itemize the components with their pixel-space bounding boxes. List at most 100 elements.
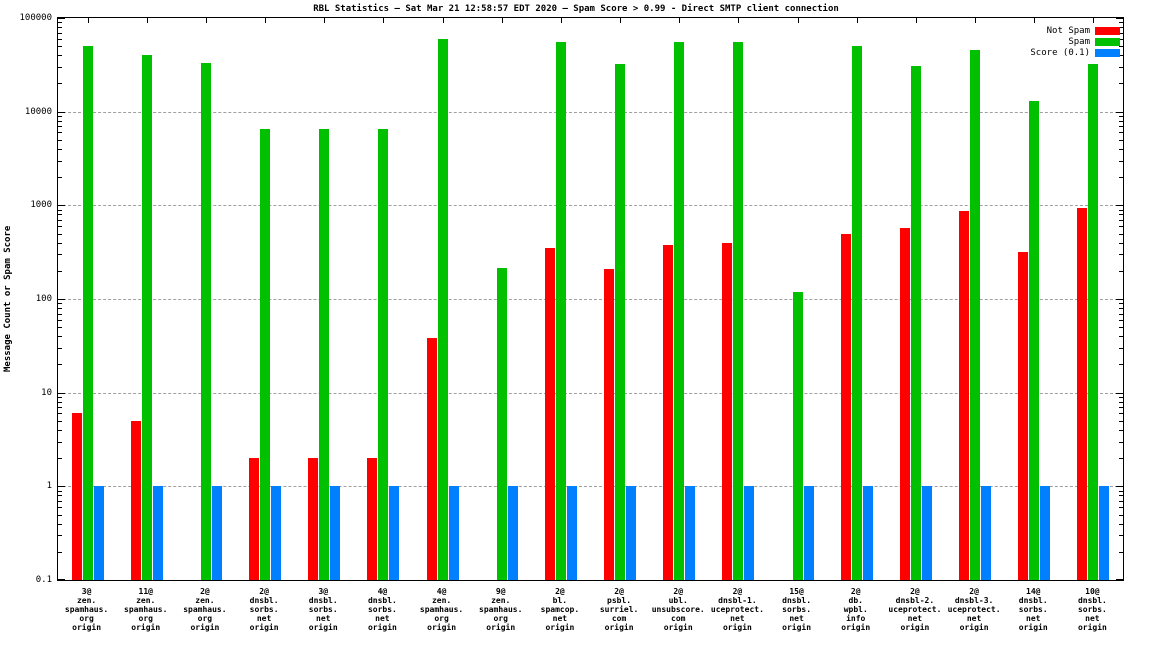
y-axis-tick: [1119, 420, 1123, 422]
x-category-label: 10@ dnsbl. sorbs. net origin: [1077, 587, 1107, 632]
y-axis-tick: [58, 523, 62, 525]
y-axis-tick: [58, 336, 62, 338]
x-axis-tick: [501, 18, 503, 23]
bar-spam: [792, 291, 803, 580]
y-axis-tick: [1119, 401, 1123, 403]
y-axis-tick: [58, 303, 62, 305]
y-axis-tick: [1119, 327, 1123, 329]
y-axis-tick: [1119, 126, 1123, 128]
y-axis-tick: [58, 115, 62, 117]
y-axis-tick: [1119, 458, 1123, 460]
bar-not-spam: [544, 248, 555, 580]
bar-score-0-1: [685, 486, 696, 580]
y-axis-tick: [1119, 66, 1123, 68]
bar-not-spam: [663, 244, 674, 580]
x-axis-tick: [324, 18, 326, 23]
y-tick-label: 0.1: [35, 575, 52, 585]
bar-spam: [378, 129, 389, 580]
y-axis-tick: [1119, 336, 1123, 338]
y-axis-tick: [1119, 83, 1123, 85]
y-axis-tick: [58, 392, 65, 394]
y-axis-tick: [1119, 490, 1123, 492]
y-axis-tick: [58, 38, 62, 40]
x-category-label: 2@ ubl. unsubscore. com origin: [651, 587, 705, 632]
y-axis-tick: [1119, 242, 1123, 244]
y-axis-tick: [1119, 120, 1123, 122]
plot-area: [57, 17, 1124, 581]
bar-score-0-1: [330, 486, 341, 580]
y-axis-tick: [1119, 22, 1123, 24]
bar-not-spam: [604, 268, 615, 580]
x-category-label: 2@ dnsbl-1. uceprotect. net origin: [710, 587, 764, 632]
legend-item-score: Score (0.1): [990, 48, 1120, 58]
y-axis-tick: [58, 32, 62, 34]
bar-score-0-1: [1040, 486, 1051, 580]
gridline: [58, 299, 1123, 300]
y-axis-tick: [58, 401, 62, 403]
x-category-label: 4@ zen. spamhaus. org origin: [419, 587, 464, 632]
x-axis-tick: [146, 18, 148, 23]
y-axis-tick: [1119, 38, 1123, 40]
bar-score-0-1: [626, 486, 637, 580]
y-axis-tick: [58, 83, 62, 85]
y-axis-tick: [58, 347, 62, 349]
gridline: [58, 205, 1123, 207]
y-axis-tick: [58, 579, 65, 580]
bar-spam: [141, 55, 152, 580]
y-axis-tick: [58, 46, 62, 48]
bar-score-0-1: [862, 486, 873, 580]
y-axis-tick: [58, 500, 62, 502]
y-axis-tick: [1116, 299, 1123, 300]
y-axis-tick: [58, 507, 62, 509]
x-axis-tick: [205, 18, 207, 23]
bar-not-spam: [1077, 208, 1088, 580]
y-axis-tick: [58, 160, 62, 162]
y-axis-tick: [58, 27, 62, 29]
x-category-label: 2@ zen. spamhaus. org origin: [183, 587, 227, 632]
x-category-label: 2@ psbl. surriel. com origin: [599, 587, 639, 632]
bar-not-spam: [308, 458, 319, 580]
y-axis-tick: [58, 319, 62, 321]
y-tick-label: 100000: [19, 13, 52, 23]
y-axis-tick: [58, 242, 62, 244]
bar-not-spam: [71, 413, 82, 580]
x-axis-tick: [560, 18, 562, 23]
x-category-label: 14@ dnsbl. sorbs. net origin: [1018, 587, 1048, 632]
y-tick-label: 100: [35, 294, 52, 304]
y-axis-tick: [1119, 254, 1123, 256]
y-axis-tick: [58, 205, 65, 207]
bar-score-0-1: [507, 486, 518, 580]
x-axis-tick: [856, 18, 858, 23]
y-tick-label: 10: [41, 387, 52, 398]
y-axis-tick: [1119, 413, 1123, 415]
y-axis-tick: [1119, 364, 1123, 366]
y-axis-tick: [1119, 347, 1123, 349]
y-axis-tick: [1119, 495, 1123, 497]
bar-spam: [319, 129, 330, 580]
x-category-label: 15@ dnsbl. sorbs. net origin: [782, 587, 812, 632]
y-axis-tick: [1116, 579, 1123, 580]
legend-item-spam: Spam: [990, 37, 1120, 47]
y-axis-tick: [1119, 396, 1123, 398]
y-axis-tick: [1119, 219, 1123, 221]
y-axis-tick: [58, 490, 62, 492]
y-axis-tick: [1119, 441, 1123, 443]
y-axis-tick: [58, 413, 62, 415]
y-axis-tick: [1119, 233, 1123, 235]
legend-swatch-spam: [1095, 38, 1120, 46]
y-axis-tick: [58, 120, 62, 122]
bar-score-0-1: [448, 486, 459, 580]
y-axis-tick: [58, 18, 65, 19]
y-axis-tick: [58, 254, 62, 256]
bar-spam: [82, 46, 93, 580]
x-category-label: 11@ zen. spamhaus. org origin: [124, 587, 168, 632]
bar-not-spam: [249, 458, 260, 580]
y-axis-tick: [58, 551, 62, 553]
x-category-label: 2@ db. wpbl. info origin: [841, 587, 871, 632]
x-category-label: 4@ dnsbl. sorbs. net origin: [367, 587, 397, 632]
x-category-label: 2@ dnsbl-2. uceprotect. net origin: [888, 587, 942, 632]
bar-spam: [555, 42, 566, 580]
y-axis-tick: [1119, 303, 1123, 305]
x-axis-labels: 3@ zen. spamhaus. org origin 11@ zen. spamhaus.…: [57, 587, 1124, 643]
y-axis-ticks: 100000 10000 1000 100 10 1 0.1: [0, 13, 52, 585]
